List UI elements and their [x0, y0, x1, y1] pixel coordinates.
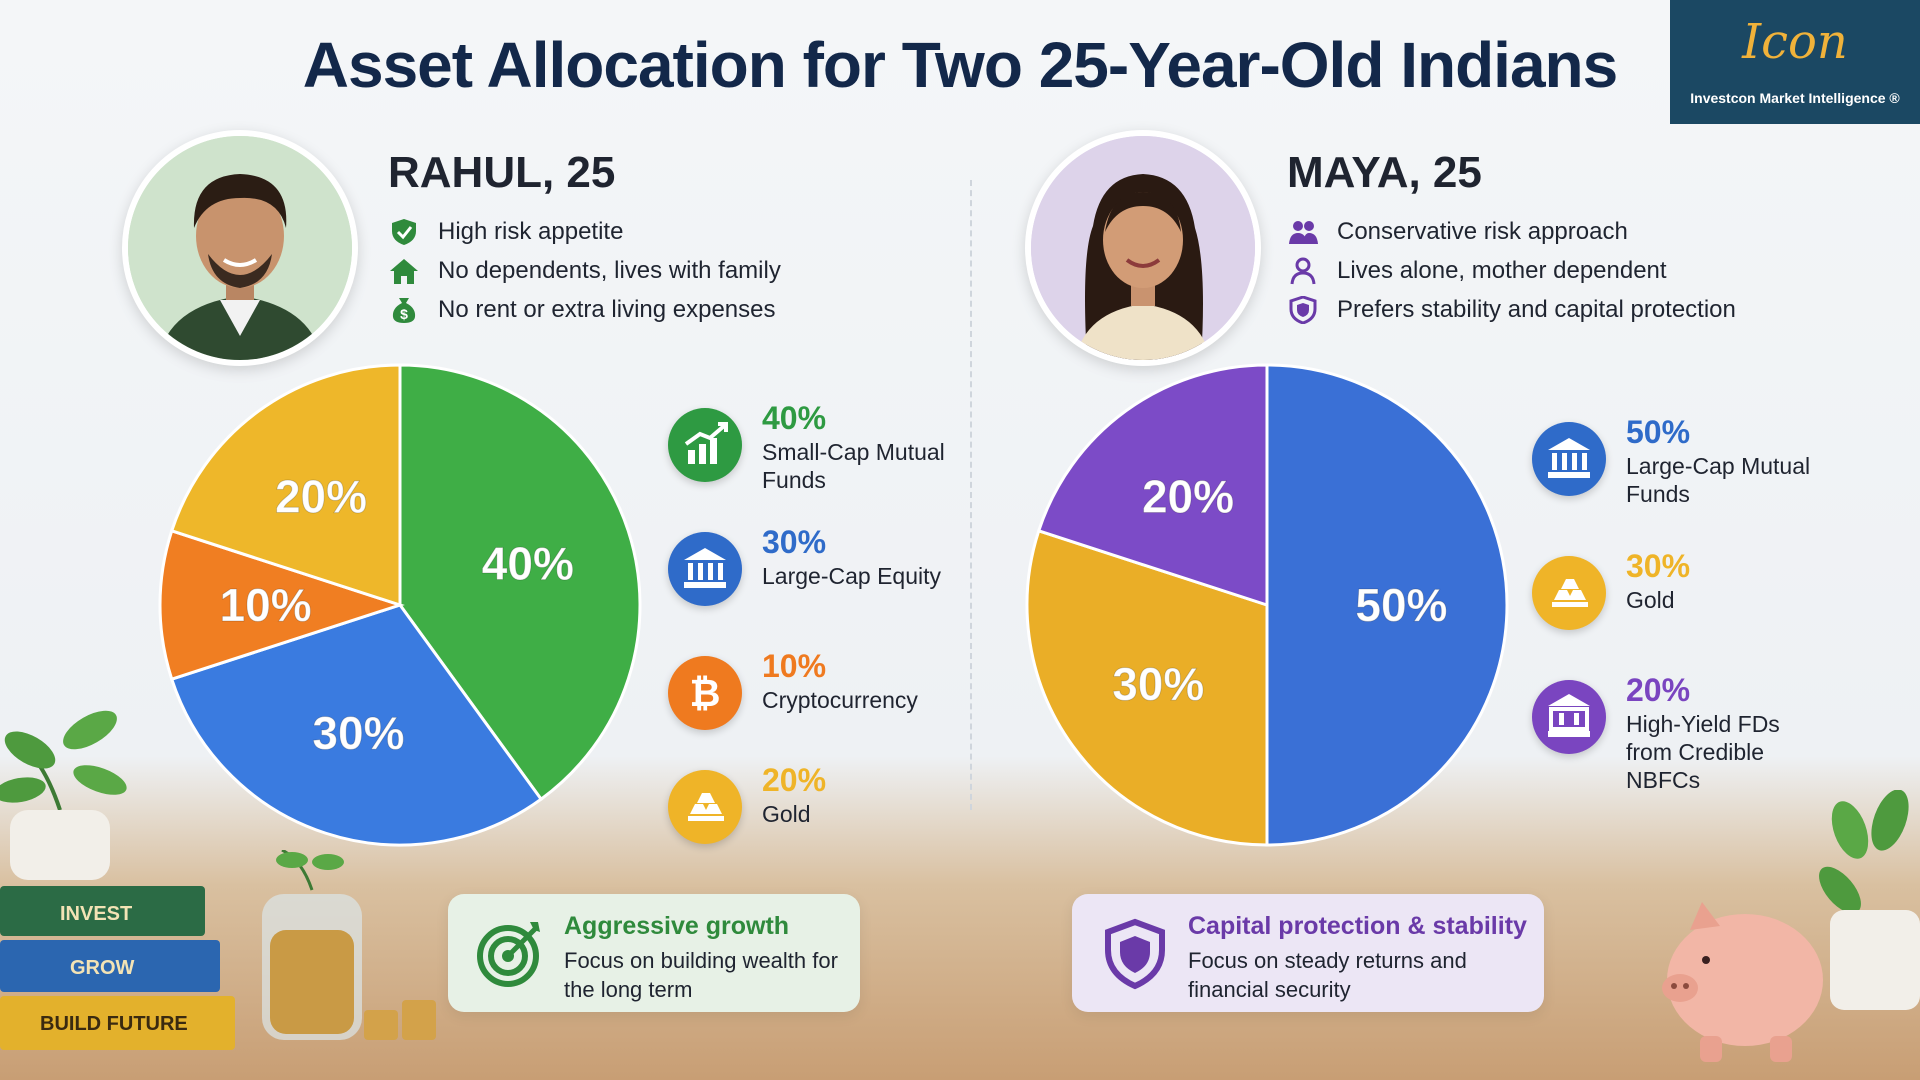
avatar-maya	[1025, 130, 1261, 366]
legend-label: Large-Cap Equity	[762, 563, 941, 589]
legend-label: High-Yield FDs from Credible NBFCs	[1626, 711, 1780, 793]
gold-bars-icon	[1532, 556, 1606, 630]
svg-text:₿: ₿	[690, 671, 721, 715]
shield-lock-icon	[1105, 918, 1165, 990]
bank-icon	[668, 532, 742, 606]
trait-text: High risk appetite	[438, 217, 624, 245]
legend-label: Gold	[1626, 587, 1675, 613]
trait-item: Conservative risk approach	[1287, 212, 1736, 251]
trait-list-rahul: High risk appetite No dependents, lives …	[388, 212, 781, 329]
trait-text: Conservative risk approach	[1337, 217, 1628, 245]
plant-left-decoration	[0, 710, 127, 880]
trait-item: Prefers stability and capital protection	[1287, 290, 1736, 329]
piggy-bank-decoration	[1662, 902, 1823, 1062]
pie-slice-label: 30%	[1112, 658, 1204, 710]
trait-item: $ No rent or extra living expenses	[388, 290, 781, 329]
legend-label: Small-Cap Mutual Funds	[762, 439, 945, 493]
page-title: Asset Allocation for Two 25-Year-Old Ind…	[302, 29, 1618, 101]
legend-percent: 20%	[762, 762, 827, 798]
money-bag-icon: $	[392, 297, 416, 323]
logo-text: Investcon Market Intelligence ®	[1690, 90, 1900, 106]
growth-chart-icon	[668, 408, 742, 482]
trait-text: Prefers stability and capital protection	[1337, 295, 1736, 323]
pie-slice	[169, 603, 544, 847]
pie-slice-label: 30%	[312, 707, 404, 759]
pie-slice-label: 40%	[482, 537, 574, 589]
pie-slice	[158, 528, 405, 682]
summary-card-maya: Capital protection & stability Focus on …	[1072, 894, 1544, 1012]
section-divider	[970, 180, 972, 810]
shield-check-icon	[392, 218, 416, 245]
pie-chart-maya: 50% 30% 20%	[1025, 363, 1509, 847]
coin-jar-decoration	[262, 850, 436, 1040]
card-text: Focus on steady returns and financial se…	[1188, 948, 1467, 1002]
summary-card-rahul: Aggressive growth Focus on building weal…	[448, 894, 860, 1012]
pie-slice	[398, 363, 642, 802]
shield-icon	[1289, 295, 1317, 324]
book-label: BUILD FUTURE	[40, 1013, 188, 1035]
legend-percent: 30%	[1626, 548, 1691, 584]
pie-slice	[1025, 528, 1269, 847]
book-label: INVEST	[60, 903, 132, 925]
gold-bars-icon	[668, 770, 742, 844]
pie-slice-label: 50%	[1355, 579, 1447, 631]
legend-label: Gold	[762, 801, 811, 827]
bank-deposit-icon	[1532, 680, 1606, 754]
svg-text:$: $	[400, 306, 408, 322]
logo-mark: Icon	[1742, 14, 1848, 70]
pie-slice-label: 10%	[220, 579, 312, 631]
pie-slice	[1265, 363, 1509, 847]
trait-item: High risk appetite	[388, 212, 781, 251]
plant-right-decoration	[1819, 790, 1920, 1010]
pie-chart-rahul: 40% 30% 10% 20%	[158, 363, 642, 847]
people-icon	[1289, 220, 1318, 244]
profile-name-maya: MAYA, 25	[1287, 148, 1482, 197]
trait-item: Lives alone, mother dependent	[1287, 251, 1736, 290]
trait-item: No dependents, lives with family	[388, 251, 781, 290]
book-label: GROW	[70, 957, 135, 979]
pie-slice-label: 20%	[275, 470, 367, 522]
pie-slice	[169, 363, 402, 608]
legend-label: Cryptocurrency	[762, 687, 918, 713]
profile-name-rahul: RAHUL, 25	[388, 148, 616, 197]
trait-text: No dependents, lives with family	[438, 256, 781, 284]
legend-percent: 30%	[762, 524, 827, 560]
target-icon	[477, 922, 540, 987]
trait-text: Lives alone, mother dependent	[1337, 256, 1667, 284]
trait-text: No rent or extra living expenses	[438, 295, 776, 323]
card-title: Aggressive growth	[564, 912, 790, 940]
person-icon	[1290, 257, 1316, 284]
home-icon	[390, 258, 418, 284]
pie-slice	[1036, 363, 1269, 608]
books-decoration: INVEST GROW BUILD FUTURE	[0, 886, 235, 1050]
avatar-rahul	[122, 130, 358, 366]
bitcoin-icon: ₿	[668, 656, 742, 730]
card-title: Capital protection & stability	[1188, 912, 1527, 940]
card-text: Focus on building wealth for the long te…	[564, 948, 838, 1002]
legend-label: Large-Cap Mutual Funds	[1626, 453, 1811, 507]
legend-percent: 40%	[762, 400, 827, 436]
legend-percent: 20%	[1626, 672, 1691, 708]
legend-percent: 10%	[762, 648, 827, 684]
legend-percent: 50%	[1626, 414, 1691, 450]
pie-slice-label: 20%	[1142, 470, 1234, 522]
trait-list-maya: Conservative risk approach Lives alone, …	[1287, 212, 1736, 329]
bank-icon	[1532, 422, 1606, 496]
brand-logo: Icon Investcon Market Intelligence ®	[1670, 0, 1920, 124]
